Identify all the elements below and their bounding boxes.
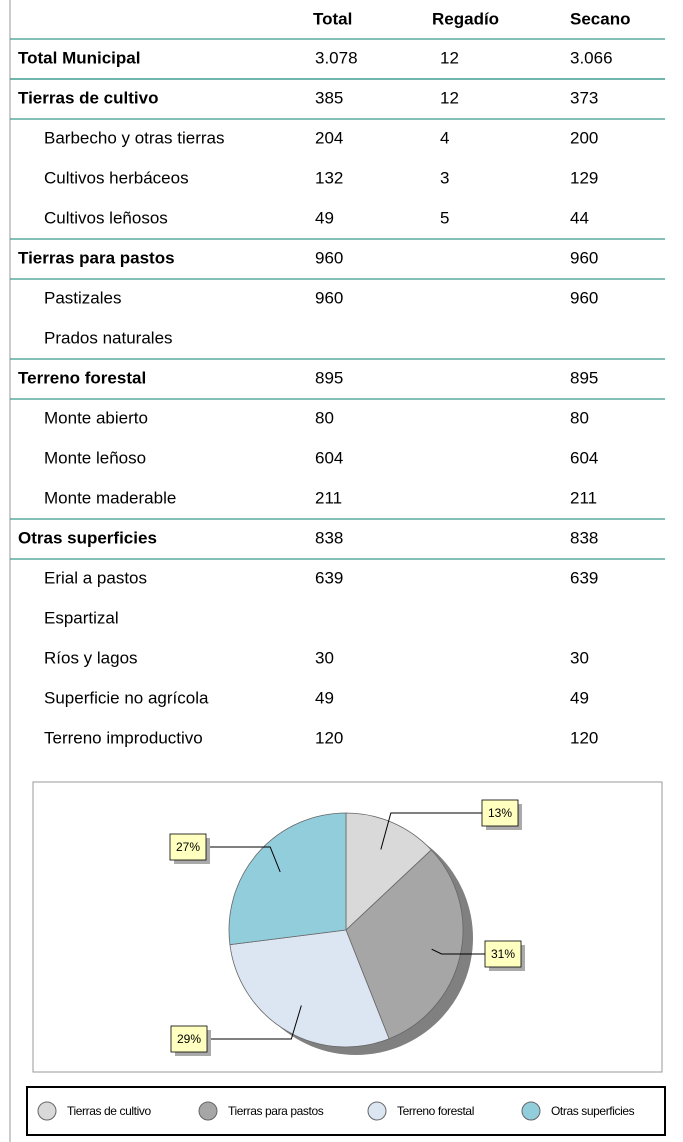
cell: 204 xyxy=(315,128,343,147)
pie-slice xyxy=(228,812,347,946)
label-box xyxy=(169,833,207,861)
row-label: Monte leñoso xyxy=(44,448,146,467)
legend-swatch xyxy=(367,1101,387,1121)
row-label: Monte abierto xyxy=(44,408,148,427)
value-label: 27% xyxy=(176,840,200,854)
cell: 80 xyxy=(315,408,334,427)
row-label: Cultivos leñosos xyxy=(44,208,168,227)
leader-line xyxy=(206,846,281,873)
label-box xyxy=(170,1025,208,1053)
value-label: 29% xyxy=(177,1032,201,1046)
cell: 30 xyxy=(570,648,589,667)
cell: 373 xyxy=(570,88,598,107)
cell: 604 xyxy=(315,448,343,467)
label-box xyxy=(481,799,519,827)
cell: 3.066 xyxy=(570,48,613,67)
column-header: Total xyxy=(313,9,352,28)
cell: 385 xyxy=(315,88,343,107)
cell: 639 xyxy=(570,568,598,587)
leader-line xyxy=(431,948,485,955)
cell: 12 xyxy=(440,88,459,107)
cell: 49 xyxy=(570,688,589,707)
row-label: Prados naturales xyxy=(44,328,173,347)
value-label: 13% xyxy=(488,806,512,820)
cell: 895 xyxy=(570,368,598,387)
legend-swatch xyxy=(198,1101,218,1121)
cell: 5 xyxy=(440,208,449,227)
cell: 3 xyxy=(440,168,449,187)
section-label: Tierras para pastos xyxy=(18,248,175,267)
cell: 639 xyxy=(315,568,343,587)
legend-swatch xyxy=(37,1101,57,1121)
label-box xyxy=(484,940,522,968)
leader-line xyxy=(207,1005,302,1040)
row-label: Monte maderable xyxy=(44,488,176,507)
cell: 960 xyxy=(315,288,343,307)
legend-frame xyxy=(26,1086,666,1136)
cell: 120 xyxy=(570,728,598,747)
pie-slice xyxy=(345,812,432,931)
pie-slice xyxy=(345,849,464,1040)
cell: 4 xyxy=(440,128,449,147)
cell: 12 xyxy=(440,48,459,67)
cell: 838 xyxy=(570,528,598,547)
section-label: Total Municipal xyxy=(18,48,140,67)
row-label: Erial a pastos xyxy=(44,568,147,587)
cell: 3.078 xyxy=(315,48,358,67)
legend-label: Terreno forestal xyxy=(397,1104,474,1118)
cell: 30 xyxy=(315,648,334,667)
cell: 129 xyxy=(570,168,598,187)
cell: 838 xyxy=(315,528,343,547)
section-label: Otras superficies xyxy=(18,528,157,547)
pie-slice xyxy=(229,929,390,1048)
cell: 80 xyxy=(570,408,589,427)
cell: 960 xyxy=(570,248,598,267)
cell: 211 xyxy=(315,488,342,507)
legend-label: Tierras de cultivo xyxy=(67,1104,151,1118)
legend-label: Otras superficies xyxy=(551,1104,635,1118)
cell: 200 xyxy=(570,128,598,147)
row-label: Cultivos herbáceos xyxy=(44,168,189,187)
row-label: Pastizales xyxy=(44,288,121,307)
row-label: Superficie no agrícola xyxy=(44,688,209,707)
row-label: Ríos y lagos xyxy=(44,648,138,667)
cell: 49 xyxy=(315,208,334,227)
legend-label: Tierras para pastos xyxy=(228,1104,324,1118)
cell: 895 xyxy=(315,368,343,387)
cell: 211 xyxy=(570,488,597,507)
legend-swatch xyxy=(521,1101,541,1121)
cell: 44 xyxy=(570,208,589,227)
cell: 132 xyxy=(315,168,343,187)
cell: 120 xyxy=(315,728,343,747)
column-header: Secano xyxy=(570,9,630,28)
row-label: Espartizal xyxy=(44,608,119,627)
value-label: 31% xyxy=(491,947,515,961)
cell: 49 xyxy=(315,688,334,707)
row-label: Terreno improductivo xyxy=(44,728,203,747)
section-label: Terreno forestal xyxy=(18,368,146,387)
cell: 960 xyxy=(570,288,598,307)
row-label: Barbecho y otras tierras xyxy=(44,128,224,147)
section-label: Tierras de cultivo xyxy=(18,88,158,107)
cell: 604 xyxy=(570,448,598,467)
cell: 960 xyxy=(315,248,343,267)
column-header: Regadío xyxy=(432,9,499,28)
leader-line xyxy=(380,812,482,850)
